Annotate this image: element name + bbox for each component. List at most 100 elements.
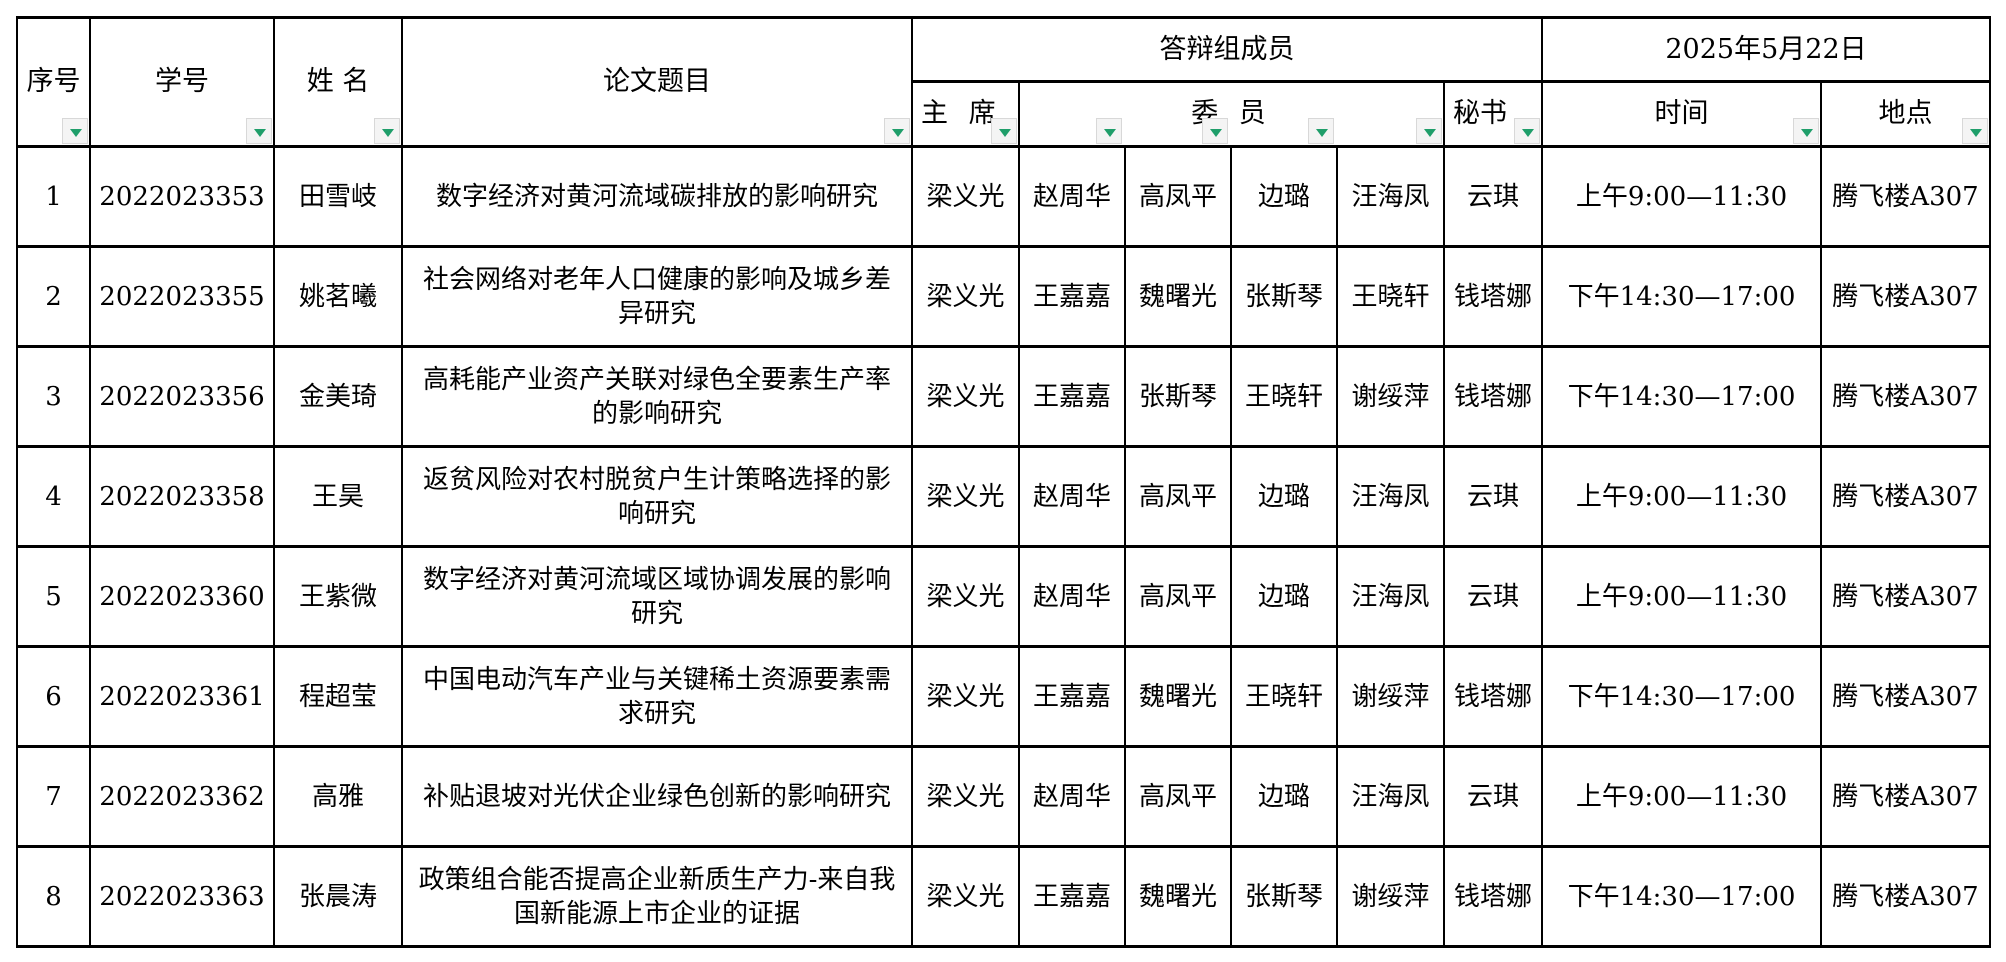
- cell-name[interactable]: 田雪岐: [273, 145, 403, 248]
- cell-member[interactable]: 张斯琴: [1124, 345, 1232, 448]
- cell-member[interactable]: 王嘉嘉: [1018, 845, 1126, 948]
- cell-chair[interactable]: 梁义光: [911, 345, 1020, 448]
- cell-chair[interactable]: 梁义光: [911, 445, 1020, 548]
- cell-thesis-title[interactable]: 补贴退坡对光伏企业绿色创新的影响研究: [401, 745, 913, 848]
- cell-member[interactable]: 汪海凤: [1336, 145, 1445, 248]
- filter-dropdown-icon[interactable]: [991, 118, 1017, 144]
- cell-seq[interactable]: 2: [16, 245, 91, 348]
- cell-secretary[interactable]: 钱塔娜: [1443, 845, 1543, 948]
- cell-member[interactable]: 高凤平: [1124, 545, 1232, 648]
- cell-student-id[interactable]: 2022023363: [89, 845, 275, 948]
- cell-member[interactable]: 赵周华: [1018, 145, 1126, 248]
- filter-dropdown-icon[interactable]: [884, 118, 910, 144]
- cell-location[interactable]: 腾飞楼A307: [1820, 445, 1991, 548]
- cell-member[interactable]: 王嘉嘉: [1018, 245, 1126, 348]
- cell-student-id[interactable]: 2022023355: [89, 245, 275, 348]
- cell-secretary[interactable]: 钱塔娜: [1443, 245, 1543, 348]
- cell-location[interactable]: 腾飞楼A307: [1820, 845, 1991, 948]
- cell-name[interactable]: 金美琦: [273, 345, 403, 448]
- cell-chair[interactable]: 梁义光: [911, 245, 1020, 348]
- cell-seq[interactable]: 6: [16, 645, 91, 748]
- cell-student-id[interactable]: 2022023358: [89, 445, 275, 548]
- filter-dropdown-icon[interactable]: [1962, 118, 1988, 144]
- cell-member[interactable]: 谢绥萍: [1336, 845, 1445, 948]
- cell-seq[interactable]: 5: [16, 545, 91, 648]
- cell-member[interactable]: 王嘉嘉: [1018, 345, 1126, 448]
- cell-member[interactable]: 王晓轩: [1230, 345, 1338, 448]
- cell-location[interactable]: 腾飞楼A307: [1820, 145, 1991, 248]
- cell-name[interactable]: 张晨涛: [273, 845, 403, 948]
- cell-time[interactable]: 上午9:00—11:30: [1541, 145, 1822, 248]
- filter-dropdown-icon[interactable]: [1308, 118, 1334, 144]
- cell-secretary[interactable]: 云琪: [1443, 145, 1543, 248]
- cell-thesis-title[interactable]: 数字经济对黄河流域碳排放的影响研究: [401, 145, 913, 248]
- filter-dropdown-icon[interactable]: [1096, 118, 1122, 144]
- filter-dropdown-icon[interactable]: [1202, 118, 1228, 144]
- cell-chair[interactable]: 梁义光: [911, 645, 1020, 748]
- cell-secretary[interactable]: 钱塔娜: [1443, 345, 1543, 448]
- cell-member[interactable]: 王晓轩: [1230, 645, 1338, 748]
- cell-time[interactable]: 上午9:00—11:30: [1541, 745, 1822, 848]
- cell-time[interactable]: 下午14:30—17:00: [1541, 845, 1822, 948]
- filter-dropdown-icon[interactable]: [62, 118, 88, 144]
- cell-member[interactable]: 赵周华: [1018, 545, 1126, 648]
- cell-name[interactable]: 高雅: [273, 745, 403, 848]
- cell-time[interactable]: 上午9:00—11:30: [1541, 545, 1822, 648]
- cell-member[interactable]: 王嘉嘉: [1018, 645, 1126, 748]
- cell-seq[interactable]: 3: [16, 345, 91, 448]
- cell-chair[interactable]: 梁义光: [911, 545, 1020, 648]
- cell-member[interactable]: 高凤平: [1124, 745, 1232, 848]
- cell-student-id[interactable]: 2022023353: [89, 145, 275, 248]
- cell-member[interactable]: 边璐: [1230, 545, 1338, 648]
- cell-member[interactable]: 赵周华: [1018, 745, 1126, 848]
- cell-location[interactable]: 腾飞楼A307: [1820, 345, 1991, 448]
- cell-student-id[interactable]: 2022023362: [89, 745, 275, 848]
- cell-thesis-title[interactable]: 政策组合能否提高企业新质生产力-来自我国新能源上市企业的证据: [401, 845, 913, 948]
- cell-thesis-title[interactable]: 返贫风险对农村脱贫户生计策略选择的影响研究: [401, 445, 913, 548]
- cell-secretary[interactable]: 云琪: [1443, 545, 1543, 648]
- cell-member[interactable]: 汪海凤: [1336, 545, 1445, 648]
- cell-secretary[interactable]: 云琪: [1443, 445, 1543, 548]
- filter-dropdown-icon[interactable]: [374, 118, 400, 144]
- cell-location[interactable]: 腾飞楼A307: [1820, 745, 1991, 848]
- cell-seq[interactable]: 4: [16, 445, 91, 548]
- cell-chair[interactable]: 梁义光: [911, 845, 1020, 948]
- cell-seq[interactable]: 1: [16, 145, 91, 248]
- cell-thesis-title[interactable]: 社会网络对老年人口健康的影响及城乡差异研究: [401, 245, 913, 348]
- cell-member[interactable]: 高凤平: [1124, 145, 1232, 248]
- cell-seq[interactable]: 7: [16, 745, 91, 848]
- cell-name[interactable]: 程超莹: [273, 645, 403, 748]
- cell-student-id[interactable]: 2022023361: [89, 645, 275, 748]
- cell-member[interactable]: 边璐: [1230, 745, 1338, 848]
- cell-name[interactable]: 王昊: [273, 445, 403, 548]
- cell-member[interactable]: 高凤平: [1124, 445, 1232, 548]
- cell-thesis-title[interactable]: 中国电动汽车产业与关键稀土资源要素需求研究: [401, 645, 913, 748]
- cell-member[interactable]: 汪海凤: [1336, 745, 1445, 848]
- cell-member[interactable]: 边璐: [1230, 145, 1338, 248]
- cell-name[interactable]: 王紫微: [273, 545, 403, 648]
- cell-time[interactable]: 下午14:30—17:00: [1541, 645, 1822, 748]
- cell-member[interactable]: 赵周华: [1018, 445, 1126, 548]
- cell-time[interactable]: 下午14:30—17:00: [1541, 245, 1822, 348]
- cell-member[interactable]: 张斯琴: [1230, 245, 1338, 348]
- cell-member[interactable]: 王晓轩: [1336, 245, 1445, 348]
- cell-member[interactable]: 边璐: [1230, 445, 1338, 548]
- cell-time[interactable]: 下午14:30—17:00: [1541, 345, 1822, 448]
- cell-member[interactable]: 张斯琴: [1230, 845, 1338, 948]
- cell-location[interactable]: 腾飞楼A307: [1820, 545, 1991, 648]
- cell-member[interactable]: 魏曙光: [1124, 245, 1232, 348]
- cell-member[interactable]: 汪海凤: [1336, 445, 1445, 548]
- cell-member[interactable]: 魏曙光: [1124, 845, 1232, 948]
- cell-location[interactable]: 腾飞楼A307: [1820, 245, 1991, 348]
- cell-thesis-title[interactable]: 数字经济对黄河流域区域协调发展的影响研究: [401, 545, 913, 648]
- cell-thesis-title[interactable]: 高耗能产业资产关联对绿色全要素生产率的影响研究: [401, 345, 913, 448]
- cell-seq[interactable]: 8: [16, 845, 91, 948]
- cell-secretary[interactable]: 钱塔娜: [1443, 645, 1543, 748]
- cell-time[interactable]: 上午9:00—11:30: [1541, 445, 1822, 548]
- filter-dropdown-icon[interactable]: [1514, 118, 1540, 144]
- filter-dropdown-icon[interactable]: [1416, 118, 1442, 144]
- cell-member[interactable]: 谢绥萍: [1336, 645, 1445, 748]
- cell-chair[interactable]: 梁义光: [911, 745, 1020, 848]
- cell-member[interactable]: 魏曙光: [1124, 645, 1232, 748]
- filter-dropdown-icon[interactable]: [1793, 118, 1819, 144]
